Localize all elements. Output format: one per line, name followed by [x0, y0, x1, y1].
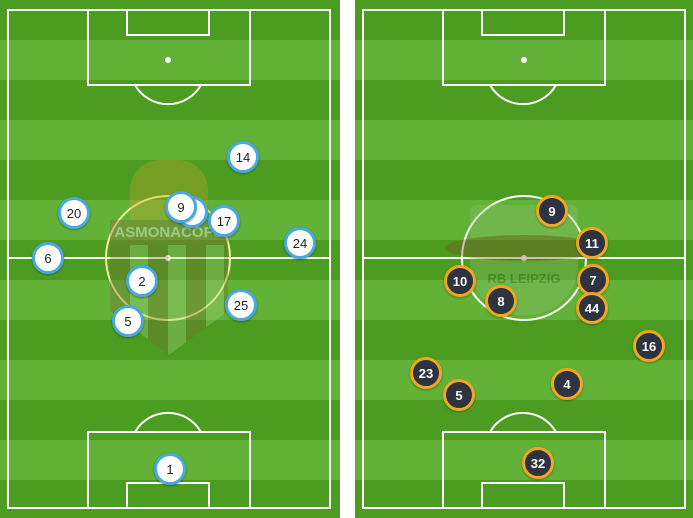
home-player-marker[interactable]: 20 — [58, 197, 90, 229]
away-player-marker[interactable]: 32 — [522, 447, 554, 479]
home-player-marker[interactable]: 17 — [208, 205, 240, 237]
away-player-marker[interactable]: 23 — [410, 357, 442, 389]
away-player-marker[interactable]: 11 — [576, 227, 608, 259]
monaco-logo: ASMONACOFC — [110, 160, 228, 360]
home-player-marker[interactable]: 24 — [284, 227, 316, 259]
away-player-marker[interactable]: 5 — [443, 379, 475, 411]
home-player-marker[interactable]: 1 — [154, 453, 186, 485]
away-player-marker[interactable]: 8 — [485, 285, 517, 317]
home-player-marker[interactable]: 5 — [112, 305, 144, 337]
home-player-marker[interactable]: 9 — [165, 191, 197, 223]
away-pitch: RB LEIPZIG — [355, 0, 693, 518]
home-player-marker[interactable]: 6 — [32, 242, 64, 274]
away-player-marker[interactable]: 10 — [444, 265, 476, 297]
pitch-lines — [362, 9, 686, 509]
away-player-marker[interactable]: 4 — [551, 368, 583, 400]
home-player-marker[interactable]: 25 — [225, 289, 257, 321]
home-player-marker[interactable]: 2 — [126, 265, 158, 297]
away-player-marker[interactable]: 44 — [576, 292, 608, 324]
home-player-marker[interactable]: 14 — [227, 141, 259, 173]
away-player-marker[interactable]: 16 — [633, 330, 665, 362]
away-player-marker[interactable]: 9 — [536, 195, 568, 227]
